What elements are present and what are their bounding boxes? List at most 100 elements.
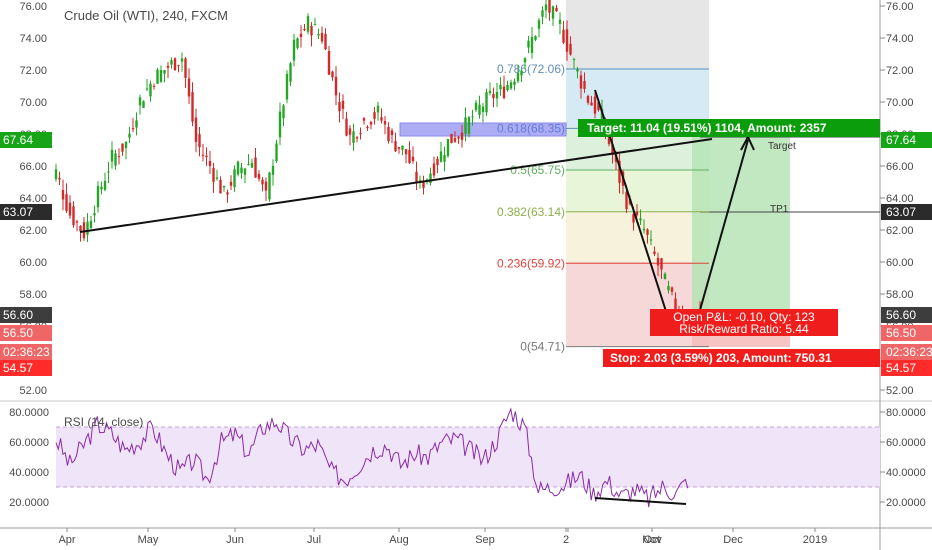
candle-body [100,186,103,190]
rsi-tick-label: 60.0000 [886,437,926,449]
candle-body [317,33,320,36]
candle-body [72,206,75,226]
candle-body [562,29,565,43]
candle-body [415,171,418,183]
rsi-tick-label: 80.0000 [886,407,926,419]
candle-body [138,97,142,106]
candle-body [362,118,366,121]
candle-body [310,25,313,36]
rsi-axis[interactable]: 20.0000 20.0000 40.0000 40.0000 60.0000 60.00… [9,407,926,509]
candle-body [632,214,635,223]
trade-zones[interactable] [566,0,880,347]
candle-body [460,132,464,140]
candle-body [439,151,443,162]
candle-body [663,273,667,280]
candle-body [471,116,474,118]
left-price-tick-label: 70.00 [19,97,47,109]
candle-body [485,92,488,113]
time-tick-label: Sep [475,534,495,546]
candle-body [93,213,96,216]
candle-body [467,117,471,134]
time-tick-label: May [138,534,159,546]
candle-body [54,169,58,180]
candle-body [516,73,520,82]
price-label-text: 02:36:23 [886,345,932,359]
candle-body [334,76,338,96]
candle-body [660,258,663,270]
candle-body [58,177,61,180]
fib-level-label: 0.236(59.92) [497,256,565,270]
candle-body [502,86,506,98]
candle-body [565,29,569,52]
trade-annotations[interactable]: Target: 11.04 (19.51%) 1104, Amount: 235… [578,119,880,367]
stop-annotation-text: Stop: 2.03 (3.59%) 203, Amount: 750.31 [610,351,832,365]
candle-body [289,63,292,82]
candle-body [366,126,369,128]
rsi-tick-label: 40.0000 [886,467,926,479]
candle-body [520,70,523,76]
candle-body [103,180,107,190]
price-tick-label: 58.00 [886,289,914,301]
candle-body [149,83,152,97]
candle-body [401,145,404,150]
candle-body [579,75,583,89]
left-price-label-box [0,325,52,341]
candle-body [670,287,674,292]
target-annotation-box [578,119,880,137]
candle-body [478,104,481,115]
price-tick-label: 64.00 [886,193,914,205]
candle-body [352,131,355,143]
price-label-box [881,132,932,148]
rsi-indicator[interactable] [55,407,880,508]
candle-body [191,92,194,122]
time-tick-label: Nov [642,534,662,546]
candle-body [530,37,534,53]
price-tick-label: 52.00 [886,385,914,397]
candle-body [240,167,243,174]
time-tick-label: Aug [389,534,409,546]
candle-body [331,71,334,78]
left-price-tick-label: 74.00 [19,33,47,45]
price-tick-label: 76.00 [886,1,914,13]
fib-level-label: 0.382(63.14) [497,205,565,219]
candle-body [142,101,145,108]
candle-body [268,172,271,200]
candle-body [429,173,432,183]
candle-body [474,102,478,111]
candle-body [131,128,135,130]
price-tick-label: 74.00 [886,33,914,45]
candle-body [527,40,530,48]
candle-body [499,84,502,90]
price-tick-label: 66.00 [886,161,914,173]
pnl-annotation-box [650,309,838,336]
candle-body [411,156,415,162]
candle-body [341,100,345,109]
time-tick-label-oct: Oct [643,534,660,546]
candle-body [348,128,352,135]
candle-body [121,143,124,152]
candle-body [292,39,296,61]
candle-body [233,169,236,188]
left-price-label-text: 54.57 [3,361,33,375]
candle-body [646,229,649,235]
candle-body [271,165,275,175]
zone-blue [566,68,709,127]
candle-body [275,143,278,162]
candle-series [54,0,702,336]
target-annotation-text: Target: 11.04 (19.51%) 1104, Amount: 235… [587,121,827,135]
left-price-label-box [0,344,52,360]
candle-body [488,90,492,94]
candle-body [450,134,453,144]
candle-body [212,168,215,182]
candle-body [404,149,408,155]
candle-body [432,163,436,176]
candle-body [278,111,282,138]
time-axis[interactable]: Apr May Jun Jul Aug Sep 2 Nov Dec 2019 Oct [58,528,827,546]
rsi-line [55,407,689,508]
time-tick-label: 2019 [803,534,827,546]
candle-body [184,58,187,78]
rsi-tick-label: 20.0000 [886,497,926,509]
candle-body [359,133,362,135]
candle-body [82,222,86,239]
